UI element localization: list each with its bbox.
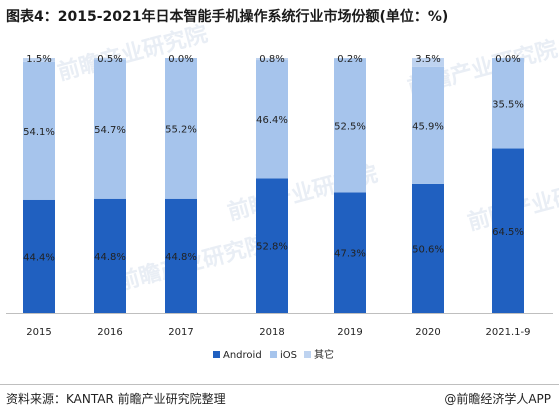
legend-swatch-Android (213, 351, 220, 358)
bar-Android-2018 (256, 178, 288, 313)
data-label: 44.8% (94, 252, 126, 263)
x-tick-labels: 2015 2016 2017 2018 2019 2020 2021.1-9 (26, 327, 530, 338)
bar-其它-2015 (23, 58, 55, 62)
data-label: 44.8% (165, 252, 197, 263)
bar-Android-2017 (165, 198, 197, 313)
bar-iOS-2020 (412, 66, 444, 184)
data-label: 54.7% (94, 125, 126, 136)
footer-divider (0, 384, 559, 385)
footer: 资料来源：KANTAR 前瞻产业研究院整理 @前瞻经济学人APP (0, 384, 559, 417)
bar-Android-2020 (412, 183, 444, 313)
data-label: 44.4% (23, 252, 55, 263)
data-label: 0.0% (495, 54, 520, 65)
bar-Android-2019 (334, 192, 366, 313)
bar-其它-2020 (412, 58, 444, 67)
x-tick-label: 2019 (337, 327, 362, 338)
x-tick-label: 2016 (97, 327, 122, 338)
brand-credit: @前瞻经济学人APP (444, 392, 551, 406)
bar-iOS-2018 (256, 60, 288, 179)
bar-iOS-2021.1-9 (492, 58, 524, 149)
watermark-layer: 前瞻产业研究院前瞻产业研究院前瞻产业研究院前瞻产业研究院前瞻产业研究院 (55, 21, 559, 296)
x-tick-label: 2015 (26, 327, 51, 338)
legend-label: 其它 (314, 348, 334, 361)
x-tick-label: 2017 (168, 327, 193, 338)
legend-swatch-iOS (270, 351, 277, 358)
data-label: 1.5% (26, 54, 51, 65)
bar-iOS-2019 (334, 58, 366, 193)
data-label: 46.4% (256, 115, 288, 126)
data-label: 45.9% (412, 121, 444, 132)
legend-swatch-其它 (304, 351, 311, 358)
source-note: 资料来源：KANTAR 前瞻产业研究院整理 (6, 392, 226, 406)
data-label: 35.5% (492, 99, 524, 110)
bar-iOS-2017 (165, 58, 197, 199)
bar-Android-2016 (94, 198, 126, 313)
x-tick-label: 2020 (415, 327, 440, 338)
data-label: 0.2% (337, 54, 362, 65)
data-label: 64.5% (492, 227, 524, 238)
data-label: 54.1% (23, 127, 55, 138)
x-tick-label: 2021.1-9 (486, 327, 531, 338)
bars-group: 44.4% 54.1% 1.5% 44.8% 54.7% 0.5% 44.8% 55.2% 0.… (23, 54, 524, 313)
data-label: 50.6% (412, 244, 444, 255)
data-label: 0.0% (168, 54, 193, 65)
stacked-bar-chart: 前瞻产业研究院前瞻产业研究院前瞻产业研究院前瞻产业研究院前瞻产业研究院 44.4… (6, 21, 559, 361)
data-label: 0.5% (97, 54, 122, 65)
data-label: 0.8% (259, 54, 284, 65)
bar-其它-2018 (256, 58, 288, 61)
data-label: 3.5% (415, 54, 440, 65)
data-label: 55.2% (165, 124, 197, 135)
x-tick-label: 2018 (259, 327, 284, 338)
data-label: 47.3% (334, 249, 366, 260)
legend-label: Android (223, 350, 262, 361)
bar-Android-2015 (23, 199, 55, 313)
bar-其它-2016 (94, 58, 126, 60)
bar-Android-2021.1-9 (492, 148, 524, 313)
bar-其它-2019 (334, 58, 366, 59)
bar-iOS-2016 (94, 59, 126, 199)
chart-title: 图表4：2015-2021年日本智能手机操作系统行业市场份额(单位：%) (6, 9, 449, 25)
data-label: 52.5% (334, 121, 366, 132)
legend: Android iOS 其它 (213, 348, 334, 361)
bar-iOS-2015 (23, 61, 55, 200)
legend-label: iOS (280, 350, 297, 361)
data-label: 52.8% (256, 242, 288, 253)
